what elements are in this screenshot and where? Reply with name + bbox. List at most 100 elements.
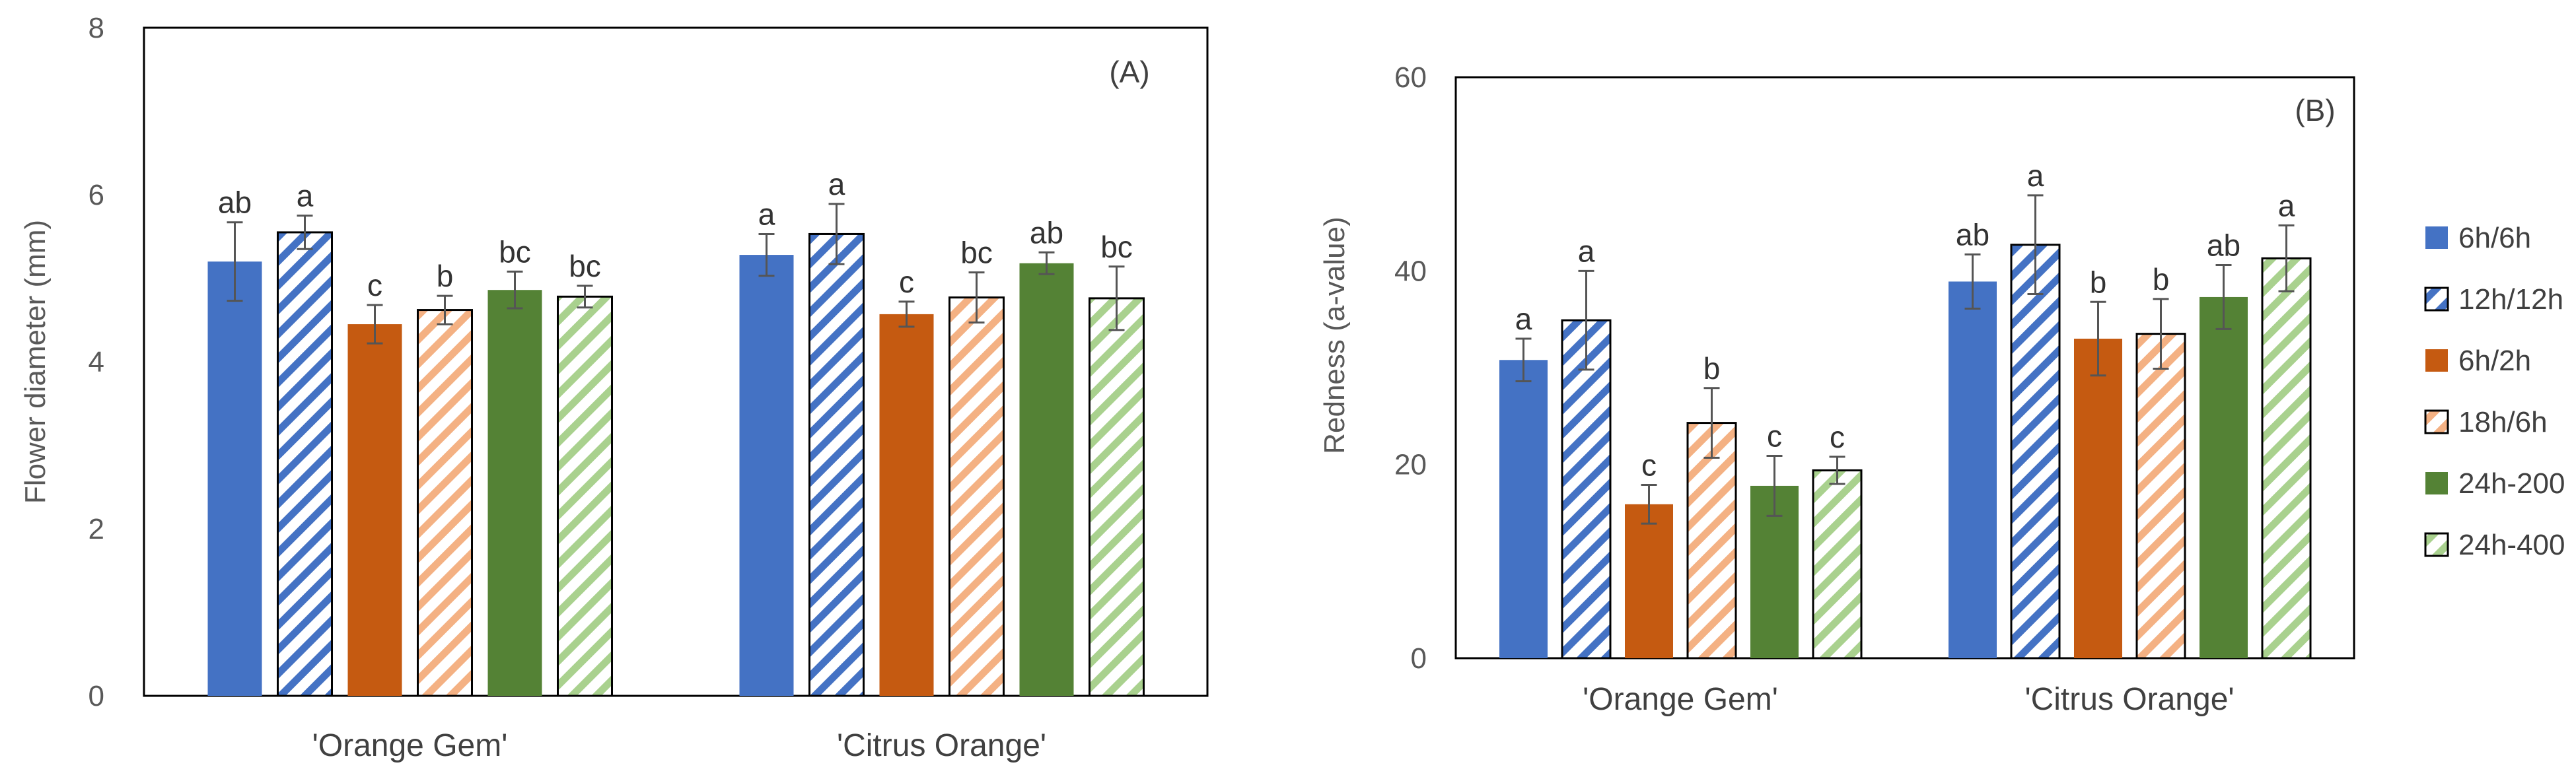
chart-b-bar — [1625, 504, 1673, 658]
chart-a-error-bar — [437, 294, 453, 325]
chart-a-significance-letter: a — [828, 167, 845, 201]
chart-a-y-tick-label: 6 — [89, 179, 104, 211]
chart-a-bar — [1089, 297, 1145, 697]
chart-b-significance-letter: c — [1767, 419, 1782, 453]
chart-a-significance-letter: b — [437, 259, 454, 293]
legend-item: 6h/6h — [2425, 222, 2531, 254]
chart-b-bar — [1561, 319, 1612, 660]
chart-a-y-tick-label: 4 — [89, 346, 104, 378]
chart-a-category-label: 'Orange Gem' — [312, 728, 508, 763]
chart-a-error-bar — [507, 270, 523, 310]
chart-a-y-tick-label: 0 — [89, 680, 104, 712]
chart-a-significance-letter: c — [899, 265, 914, 299]
chart-a-bar — [879, 314, 934, 696]
chart-b-significance-letter: b — [1703, 351, 1721, 386]
legend-label: 6h/6h — [2458, 222, 2531, 254]
chart-a-bar — [557, 295, 613, 697]
chart-a-y-tick-label: 8 — [89, 12, 104, 44]
legend-item: 6h/2h — [2425, 345, 2531, 377]
chart-b-error-bar — [1641, 483, 1657, 525]
chart-b-error-bar — [2278, 224, 2295, 292]
chart-b-y-axis-title: Redness (a-value) — [1318, 217, 1351, 454]
legend-swatch — [2424, 287, 2449, 312]
chart-a-bar — [808, 232, 865, 697]
chart-a-bars: ab a c b bc bc a a c bc ab bc — [207, 167, 1145, 697]
chart-b-significance-letter: a — [1515, 302, 1532, 336]
chart-b-significance-letter: ab — [1956, 217, 1989, 252]
chart-b-category-label: 'Citrus Orange' — [2024, 682, 2234, 717]
chart-a-bar — [487, 290, 542, 696]
legend-swatch — [2425, 472, 2448, 494]
legend-item: 24h-400 — [2424, 529, 2565, 561]
legend-label: 24h-400 — [2458, 529, 2565, 561]
chart-a-significance-letter: bc — [569, 249, 601, 283]
chart-b-error-bar — [2215, 264, 2232, 330]
legend-label: 12h/12h — [2458, 283, 2563, 316]
chart-b-error-bar — [1829, 456, 1845, 485]
chart-a-y-tick-label: 2 — [89, 513, 104, 545]
legend-label: 18h/6h — [2458, 406, 2548, 438]
chart-a-bar — [347, 324, 402, 696]
chart-b-significance-letter: ab — [2207, 228, 2240, 263]
chart-b-bar — [2135, 333, 2186, 660]
chart-b-y-tick-label: 0 — [1411, 642, 1427, 675]
chart-b-significance-letter: a — [1578, 234, 1595, 268]
chart-b-bar — [2074, 339, 2122, 658]
chart-b-significance-letter: a — [2278, 188, 2295, 222]
chart-a-significance-letter: a — [758, 197, 775, 231]
chart-a-bar — [277, 231, 333, 697]
chart-a-error-bar — [227, 221, 243, 302]
chart-b-bar — [2261, 257, 2312, 660]
chart-a-bar — [207, 261, 262, 696]
legend-label: 6h/2h — [2458, 345, 2531, 377]
chart-a-significance-letter: bc — [960, 236, 993, 270]
chart-a-bar — [1019, 263, 1074, 696]
chart-b-error-bar — [1515, 337, 1532, 383]
chart-a-error-bar — [898, 300, 915, 328]
chart-b-bar — [1949, 281, 1997, 658]
chart-a-bar — [739, 255, 794, 696]
chart-a: (A) Flower diameter (mm) 0 2 4 6 8 ab a c b bc bc… — [19, 12, 1209, 763]
legend-item: 12h/12h — [2424, 283, 2563, 316]
chart-b-error-bar — [2153, 298, 2169, 370]
chart-b-y-tick-label: 40 — [1394, 255, 1427, 287]
chart-b-y-tick-label: 20 — [1394, 449, 1427, 481]
chart-a-error-bar — [577, 285, 593, 309]
chart-b-plot-frame — [1454, 76, 2355, 660]
chart-b-significance-letter: c — [1830, 420, 1845, 454]
chart-b-bar — [1686, 422, 1737, 660]
chart-b-error-bar — [2027, 194, 2044, 296]
chart-a-error-bar — [758, 232, 775, 277]
chart-b-bar — [1499, 360, 1548, 658]
chart-b-significance-letter: b — [2153, 262, 2170, 296]
chart-b-category-labels: 'Orange Gem' 'Citrus Orange' — [1583, 682, 2234, 717]
chart-b-panel-label: (B) — [2295, 93, 2335, 127]
chart-a-bar — [417, 309, 473, 697]
chart-a-y-axis-title: Flower diameter (mm) — [19, 220, 52, 504]
chart-a-significance-letter: bc — [499, 234, 531, 269]
legend-swatch — [2425, 226, 2448, 249]
chart-b-bar — [2200, 296, 2248, 658]
legend-swatch — [2424, 409, 2449, 434]
chart-a-y-ticks: 0 2 4 6 8 — [89, 12, 104, 712]
legend-item: 24h-200 — [2425, 467, 2565, 500]
chart-b-significance-letter: a — [2027, 158, 2044, 193]
chart-a-error-bar — [828, 203, 845, 265]
chart-a-error-bar — [1038, 251, 1055, 275]
chart-b-bar — [2010, 244, 2061, 660]
chart-a-error-bar — [367, 304, 383, 345]
chart-b-bar — [1812, 469, 1863, 660]
chart-a-error-bar — [968, 271, 985, 324]
legend-swatch — [2425, 349, 2448, 372]
chart-a-significance-letter: bc — [1100, 230, 1133, 264]
chart-a-category-label: 'Citrus Orange' — [837, 728, 1046, 763]
chart-b-error-bar — [1766, 454, 1783, 517]
legend: 6h/6h 12h/12h 6h/2h 18h/6h 24h-200 24h-400 — [2424, 222, 2565, 561]
chart-b-error-bar — [1578, 269, 1594, 371]
chart-b-significance-letter: c — [1641, 448, 1657, 482]
chart-a-significance-letter: c — [367, 268, 382, 302]
legend-label: 24h-200 — [2458, 467, 2565, 500]
chart-a-significance-letter: ab — [218, 186, 252, 220]
